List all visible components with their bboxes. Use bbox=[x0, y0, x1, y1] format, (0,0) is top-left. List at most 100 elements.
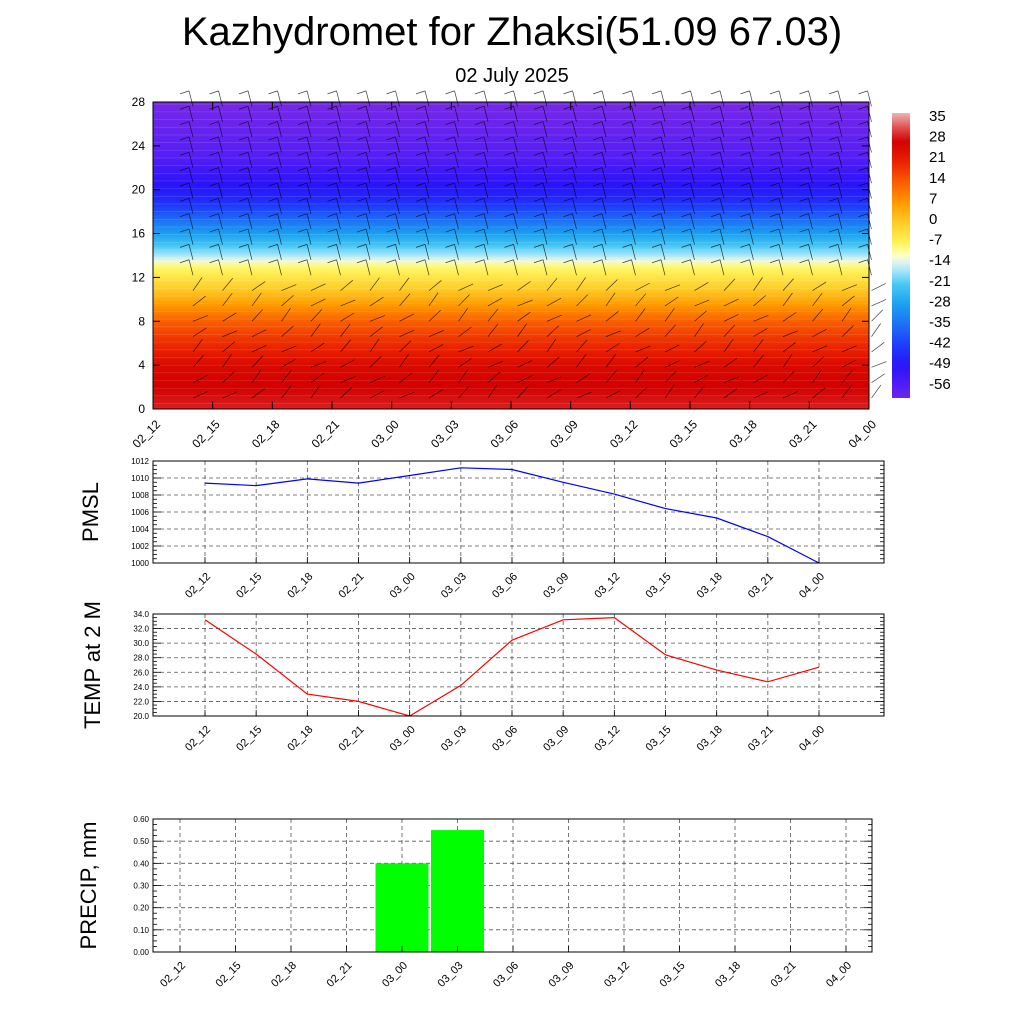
wind-barb-flag bbox=[297, 228, 308, 233]
wind-barb bbox=[635, 282, 650, 291]
wind-barb bbox=[782, 312, 797, 322]
wind-barb-flag bbox=[327, 167, 337, 171]
wind-barb bbox=[808, 228, 813, 245]
wind-barb bbox=[871, 361, 887, 368]
wind-barb bbox=[424, 198, 430, 214]
wind-barb bbox=[277, 90, 282, 107]
wind-barb bbox=[277, 228, 282, 245]
wind-barb-flag bbox=[592, 213, 603, 218]
colorbar-label: -14 bbox=[929, 252, 951, 269]
wind-barb bbox=[251, 369, 262, 383]
wind-barb bbox=[867, 167, 872, 184]
wind-barb bbox=[192, 277, 203, 291]
wind-barb bbox=[454, 106, 459, 122]
wind-barb bbox=[841, 370, 853, 383]
wind-barb bbox=[483, 136, 489, 153]
wind-barb-flag bbox=[327, 90, 337, 95]
wind-barb bbox=[601, 90, 607, 107]
wind-barb bbox=[542, 228, 548, 245]
wind-barb bbox=[867, 182, 872, 199]
wind-barb bbox=[247, 90, 253, 107]
wind-barb bbox=[576, 391, 592, 399]
wind-barb bbox=[749, 213, 754, 230]
wind-barb bbox=[188, 259, 194, 276]
wind-barb bbox=[487, 323, 499, 337]
wind-barb bbox=[605, 370, 617, 383]
wind-barb bbox=[605, 343, 620, 353]
wind-barb-flag bbox=[858, 121, 868, 125]
wind-barb bbox=[395, 213, 400, 230]
wind-barb-flag bbox=[592, 182, 603, 187]
wind-barb-flag bbox=[799, 167, 809, 171]
wind-barb bbox=[517, 375, 533, 384]
precip-bar bbox=[375, 863, 429, 952]
wind-barb bbox=[454, 244, 459, 260]
wind-barb bbox=[513, 244, 518, 260]
wind-barb bbox=[513, 182, 518, 199]
wind-barb-flag bbox=[651, 213, 662, 218]
wind-barb-flag bbox=[740, 167, 750, 171]
wind-barb bbox=[487, 360, 503, 368]
wind-barb-flag bbox=[386, 198, 396, 202]
x-tick-label: 02_18 bbox=[285, 724, 315, 754]
wind-barb bbox=[808, 136, 813, 153]
wind-barb-flag bbox=[238, 151, 249, 156]
wind-barb bbox=[660, 90, 666, 107]
wind-barb bbox=[336, 198, 341, 214]
wind-barb-flag bbox=[504, 182, 514, 187]
wind-barb-flag bbox=[858, 90, 868, 95]
wind-barb bbox=[310, 372, 325, 383]
wind-barb bbox=[660, 244, 666, 260]
wind-barb bbox=[812, 328, 827, 337]
wind-barb bbox=[251, 292, 262, 307]
wind-barb bbox=[487, 343, 503, 353]
wind-barb-flag bbox=[327, 259, 337, 264]
wind-barb-flag bbox=[415, 259, 426, 264]
wind-barb-flag bbox=[740, 136, 750, 141]
y-tick-label: 32.0 bbox=[133, 625, 149, 634]
wind-barb bbox=[753, 314, 769, 322]
wind-barb-flag bbox=[297, 259, 308, 264]
wind-barb-flag bbox=[445, 167, 455, 171]
wind-barb bbox=[336, 259, 341, 276]
wind-barb bbox=[247, 213, 253, 230]
wind-barb bbox=[365, 106, 371, 122]
wind-barb-flag bbox=[858, 244, 868, 248]
wind-barb bbox=[605, 390, 621, 399]
wind-barb bbox=[365, 90, 371, 107]
wind-barb-flag bbox=[356, 105, 367, 110]
wind-barb bbox=[749, 106, 754, 122]
x-tick-label: 03_00 bbox=[368, 417, 402, 451]
wind-barb bbox=[576, 277, 586, 291]
wind-barb bbox=[277, 244, 282, 260]
wind-barb-flag bbox=[651, 167, 662, 171]
wind-barb bbox=[572, 244, 577, 260]
y-tick-label: 1010 bbox=[131, 474, 149, 483]
wind-barb bbox=[365, 182, 371, 199]
wind-barb bbox=[867, 152, 872, 168]
x-tick-label: 03_06 bbox=[491, 960, 521, 990]
wind-barb bbox=[454, 167, 459, 184]
wind-barb-flag bbox=[681, 90, 691, 95]
wind-barb-flag bbox=[238, 228, 249, 233]
wind-barb bbox=[365, 167, 371, 184]
wind-barb bbox=[454, 198, 459, 214]
wind-barb-flag bbox=[474, 213, 485, 218]
wind-barb-flag bbox=[799, 136, 809, 141]
wind-barb bbox=[837, 244, 843, 260]
wind-barb-flag bbox=[474, 90, 485, 95]
wind-barb-flag bbox=[445, 105, 455, 110]
wind-barb bbox=[635, 386, 648, 399]
wind-barb-flag bbox=[858, 182, 868, 187]
wind-barb bbox=[660, 167, 666, 184]
wind-barb bbox=[694, 360, 710, 368]
wind-barb bbox=[546, 297, 562, 307]
wind-barb-flag bbox=[238, 105, 249, 110]
wind-barb bbox=[808, 259, 813, 276]
wind-barb-flag bbox=[710, 136, 721, 141]
wind-barb bbox=[660, 213, 666, 230]
wind-barb bbox=[867, 136, 872, 153]
wind-barb-flag bbox=[386, 90, 396, 95]
wind-barb-flag bbox=[268, 90, 278, 95]
wind-barb-flag bbox=[504, 136, 514, 141]
